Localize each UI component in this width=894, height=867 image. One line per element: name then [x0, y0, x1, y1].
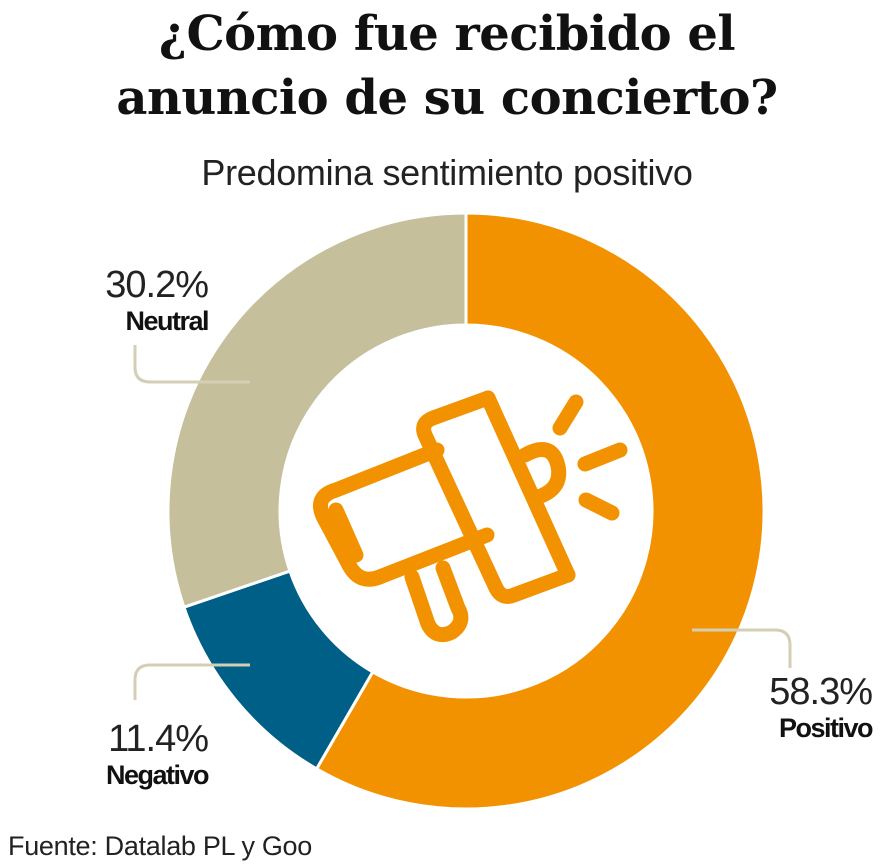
slice-neutral [166, 211, 468, 610]
chart-title: ¿Cómo fue recibido el anuncio de su conc… [0, 2, 894, 130]
label-neutral: 30.2% Neutral [40, 264, 209, 336]
megaphone-horn-edge [480, 390, 576, 583]
negativo-value: 11.4% [108, 718, 209, 760]
title-line-1: ¿Cómo fue recibido el [158, 6, 736, 62]
leader-negativo [133, 663, 250, 700]
sound-wave-3 [578, 492, 620, 521]
leader-lines [133, 345, 792, 700]
megaphone-handle [404, 560, 469, 643]
leader-neutral [133, 345, 250, 384]
donut-slices [166, 211, 766, 811]
chart-subtitle: Predomina sentimiento positivo [201, 152, 693, 193]
negativo-label: Negativo [105, 760, 210, 790]
label-positivo: 58.3% Positivo [700, 671, 874, 743]
megaphone-icon [312, 390, 628, 643]
leader-positivo [692, 628, 792, 668]
positivo-label: Positivo [778, 713, 874, 743]
label-negativo: 11.4% Negativo [30, 718, 210, 790]
sound-wave-2 [577, 442, 628, 472]
source-note: Fuente: Datalab PL y Goo [8, 831, 312, 861]
sound-wave-1 [552, 394, 584, 436]
megaphone-horn-outline [416, 390, 576, 604]
neutral-value: 30.2% [105, 264, 209, 306]
megaphone-bell [517, 442, 567, 506]
megaphone-back-line [328, 502, 364, 563]
slice-positivo [314, 211, 766, 811]
neutral-label: Neutral [125, 306, 209, 336]
positivo-value: 58.3% [769, 671, 873, 713]
megaphone-body-bottom [341, 527, 495, 587]
title-line-2: anuncio de su concierto? [116, 70, 778, 126]
megaphone-body-top [312, 442, 445, 573]
